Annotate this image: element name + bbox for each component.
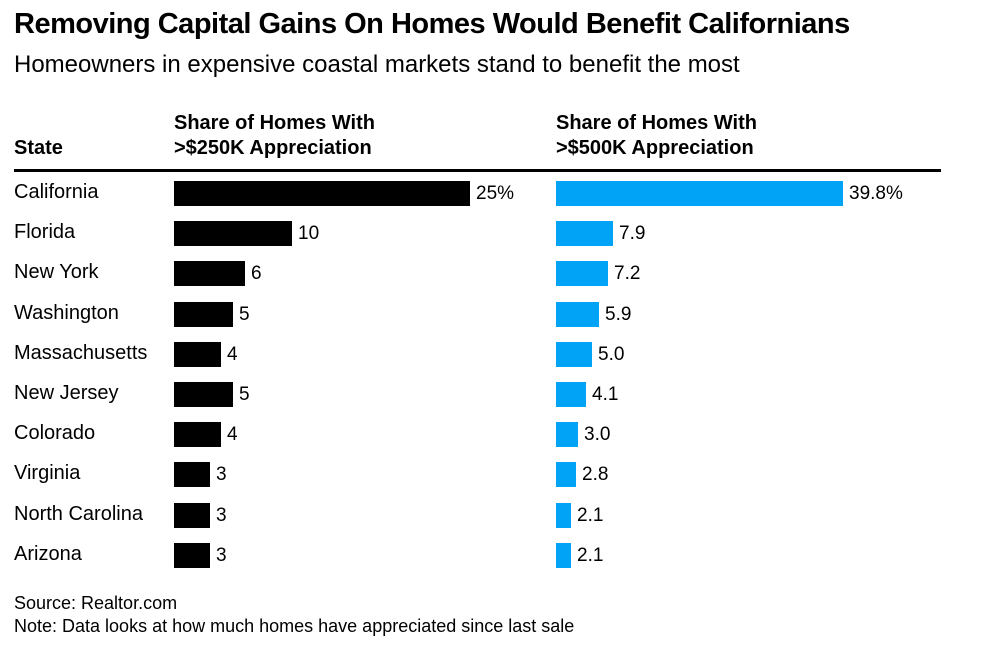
bar-500k-colorado: [556, 422, 578, 448]
value-label-250k-florida: 10: [298, 223, 320, 245]
bar-250k-new-jersey: [174, 382, 233, 407]
source-note: Source: Realtor.com: [14, 593, 178, 613]
state-label-massachusetts: Massachusetts: [14, 341, 148, 364]
bar-250k-new-york: [174, 261, 245, 287]
series-500k-header-line-2: >$500K Appreciation: [556, 137, 754, 159]
value-label-250k-washington: 5: [239, 303, 250, 325]
value-label-250k-north-carolina: 3: [216, 504, 227, 526]
bar-250k-massachusetts: [174, 341, 221, 367]
value-label-500k-colorado: 3.0: [584, 424, 611, 446]
bar-250k-washington: [174, 301, 233, 327]
bar-500k-washington: [556, 301, 599, 327]
value-label-250k-new-jersey: 5: [239, 384, 250, 405]
state-label-north-carolina: North Carolina: [14, 502, 143, 525]
bar-250k-california: [174, 181, 470, 206]
bar-250k-colorado: [174, 422, 221, 448]
series-250k-header-line-2: >$250K Appreciation: [174, 137, 372, 159]
value-label-500k-new-jersey: 4.1: [592, 384, 619, 405]
state-label-florida: Florida: [14, 221, 76, 244]
bar-250k-north-carolina: [174, 502, 210, 528]
value-label-250k-colorado: 4: [227, 424, 238, 446]
state-label-virginia: Virginia: [14, 462, 81, 485]
bar-500k-massachusetts: [556, 341, 592, 367]
value-label-500k-arizona: 2.1: [577, 544, 604, 566]
state-column-header: State: [14, 137, 63, 159]
bar-500k-virginia: [556, 462, 576, 488]
bar-250k-virginia: [174, 462, 210, 488]
series-500k-header-line-1: Share of Homes With: [556, 112, 757, 134]
value-label-500k-virginia: 2.8: [582, 464, 609, 486]
chart-title: Removing Capital Gains On Homes Would Be…: [14, 8, 850, 40]
bar-250k-arizona: [174, 542, 210, 568]
state-label-new-york: New York: [14, 261, 99, 284]
value-label-500k-california: 39.8%: [849, 183, 903, 204]
value-label-250k-arizona: 3: [216, 544, 227, 566]
value-label-250k-california: 25%: [476, 183, 515, 204]
state-label-washington: Washington: [14, 301, 119, 324]
value-label-250k-virginia: 3: [216, 464, 227, 486]
bar-500k-new-jersey: [556, 382, 586, 407]
series-500k-header: Share of Homes With >$500K Appreciation: [556, 111, 757, 161]
bar-500k-north-carolina: [556, 502, 571, 528]
header-divider: [14, 169, 941, 172]
state-label-colorado: Colorado: [14, 422, 96, 445]
bar-500k-new-york: [556, 261, 608, 287]
chart-subtitle: Homeowners in expensive coastal markets …: [14, 51, 740, 78]
bar-500k-florida: [556, 221, 613, 247]
state-label-new-jersey: New Jersey: [14, 382, 119, 404]
value-label-250k-massachusetts: 4: [227, 343, 238, 365]
value-label-250k-new-york: 6: [251, 263, 262, 285]
value-label-500k-washington: 5.9: [605, 303, 632, 325]
series-250k-header: Share of Homes With >$250K Appreciation: [174, 111, 375, 161]
series-250k-header-line-1: Share of Homes With: [174, 112, 375, 134]
bar-500k-arizona: [556, 542, 571, 568]
value-label-500k-florida: 7.9: [619, 223, 646, 245]
value-label-500k-new-york: 7.2: [614, 263, 641, 285]
bar-500k-california: [556, 181, 843, 206]
state-label-arizona: Arizona: [14, 542, 82, 565]
state-label-california: California: [14, 181, 99, 203]
methodology-note: Note: Data looks at how much homes have …: [14, 616, 575, 636]
value-label-500k-massachusetts: 5.0: [598, 343, 625, 365]
value-label-500k-north-carolina: 2.1: [577, 504, 604, 526]
bar-250k-florida: [174, 221, 292, 247]
